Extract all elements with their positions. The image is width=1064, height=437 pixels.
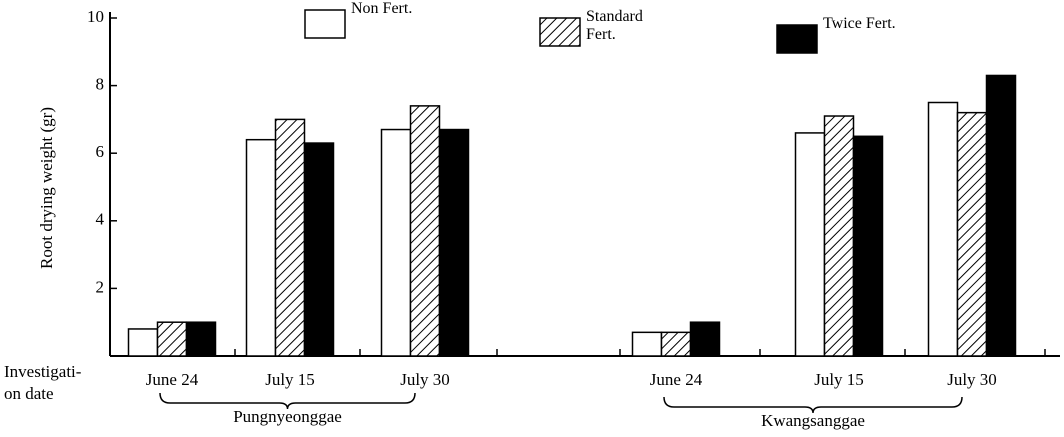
bar — [689, 321, 721, 357]
y-tick-label: 8 — [96, 75, 105, 94]
x-tick-label: July 15 — [814, 370, 864, 389]
x-tick-label: July 30 — [400, 370, 450, 389]
bar — [156, 321, 188, 357]
x-tick-label: July 15 — [265, 370, 315, 389]
bar — [985, 74, 1017, 357]
bar — [660, 331, 692, 357]
y-axis-label: Root drying weight (gr) — [37, 107, 56, 269]
group-label: Pungnyeonggae — [233, 407, 342, 426]
x-tick-label: July 30 — [947, 370, 997, 389]
legend-label: Non Fert. — [351, 0, 413, 17]
group-label: Kwangsanggae — [761, 411, 865, 430]
y-tick-label: 4 — [96, 210, 105, 229]
bar — [245, 138, 277, 357]
bar — [927, 101, 959, 357]
group-brace — [663, 396, 963, 414]
x-axis-label-1: Investigati- — [4, 362, 82, 381]
legend-swatch — [539, 17, 581, 47]
bar — [794, 132, 826, 357]
y-tick-label: 6 — [96, 142, 105, 161]
bar — [409, 105, 441, 357]
y-tick-label: 10 — [87, 7, 104, 26]
x-tick-label: June 24 — [146, 370, 199, 389]
x-axis-label-2: on date — [4, 384, 54, 403]
bar — [303, 142, 335, 357]
legend-swatch — [776, 24, 818, 54]
bar — [127, 328, 159, 357]
group-brace — [159, 392, 416, 410]
bar — [185, 321, 217, 357]
bar — [852, 135, 884, 357]
bar — [956, 111, 988, 357]
bar — [380, 128, 412, 357]
bar — [631, 331, 663, 357]
bar — [438, 128, 470, 357]
bar — [274, 118, 306, 357]
y-tick-label: 2 — [96, 277, 105, 296]
x-tick-label: June 24 — [650, 370, 703, 389]
legend-swatch — [304, 9, 346, 39]
legend-label: Twice Fert. — [823, 15, 896, 32]
bar — [823, 115, 855, 357]
legend-label: Standard Fert. — [586, 8, 643, 43]
